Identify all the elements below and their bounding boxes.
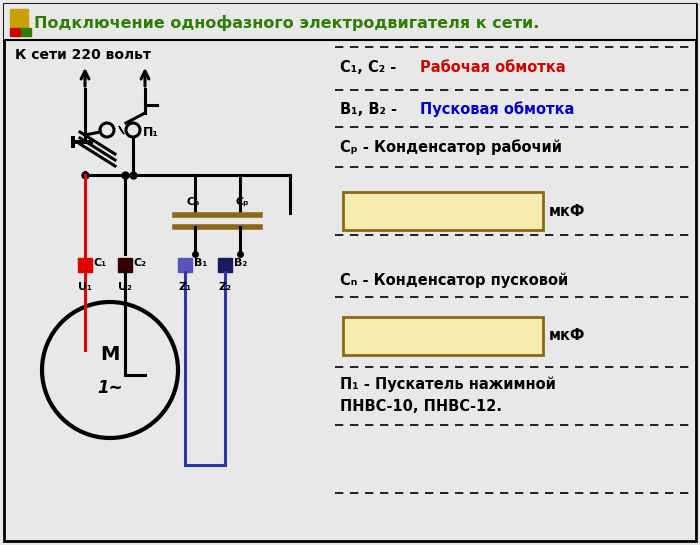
Text: Z₁: Z₁ [178, 282, 192, 292]
Text: Сₚ: Сₚ [235, 197, 248, 207]
Text: 1~: 1~ [97, 379, 122, 397]
Bar [21, 28, 31, 36]
Bar [343, 317, 543, 355]
Bar [10, 28, 20, 36]
Text: С₁: С₁ [94, 258, 107, 268]
Text: мкФ: мкФ [549, 329, 585, 343]
Text: Пусковая обмотка: Пусковая обмотка [420, 101, 575, 117]
Text: П₁ - Пускатель нажимной
ПНВС-10, ПНВС-12.: П₁ - Пускатель нажимной ПНВС-10, ПНВС-12… [340, 376, 556, 414]
Text: U₁: U₁ [78, 282, 92, 292]
Text: В₂: В₂ [234, 258, 247, 268]
Bar [343, 192, 543, 230]
Bar [118, 258, 132, 272]
Text: К сети 220 вольт: К сети 220 вольт [15, 48, 151, 62]
Text: Сₙ - Конденсатор пусковой: Сₙ - Конденсатор пусковой [340, 272, 568, 288]
Text: U₂: U₂ [118, 282, 132, 292]
Text: В₁, В₂ -: В₁, В₂ - [340, 101, 402, 117]
Bar [4, 4, 696, 40]
Text: П₁: П₁ [143, 125, 159, 138]
Text: Сₚ - Конденсатор рабочий: Сₚ - Конденсатор рабочий [340, 139, 562, 155]
Bar [218, 258, 232, 272]
Polygon shape [119, 126, 124, 134]
Text: Z₂: Z₂ [218, 282, 232, 292]
Text: Подключение однофазного электродвигателя к сети.: Подключение однофазного электродвигателя… [34, 15, 540, 31]
Bar [178, 258, 192, 272]
Text: Сₙ: Сₙ [186, 197, 200, 207]
Bar [10, 9, 28, 27]
Bar [78, 258, 92, 272]
Text: Рабочая обмотка: Рабочая обмотка [420, 60, 566, 76]
Text: мкФ: мкФ [549, 203, 585, 219]
Text: В₁: В₁ [194, 258, 207, 268]
Text: С₂: С₂ [134, 258, 147, 268]
Text: М: М [100, 344, 120, 364]
Text: С₁, С₂ -: С₁, С₂ - [340, 60, 401, 76]
